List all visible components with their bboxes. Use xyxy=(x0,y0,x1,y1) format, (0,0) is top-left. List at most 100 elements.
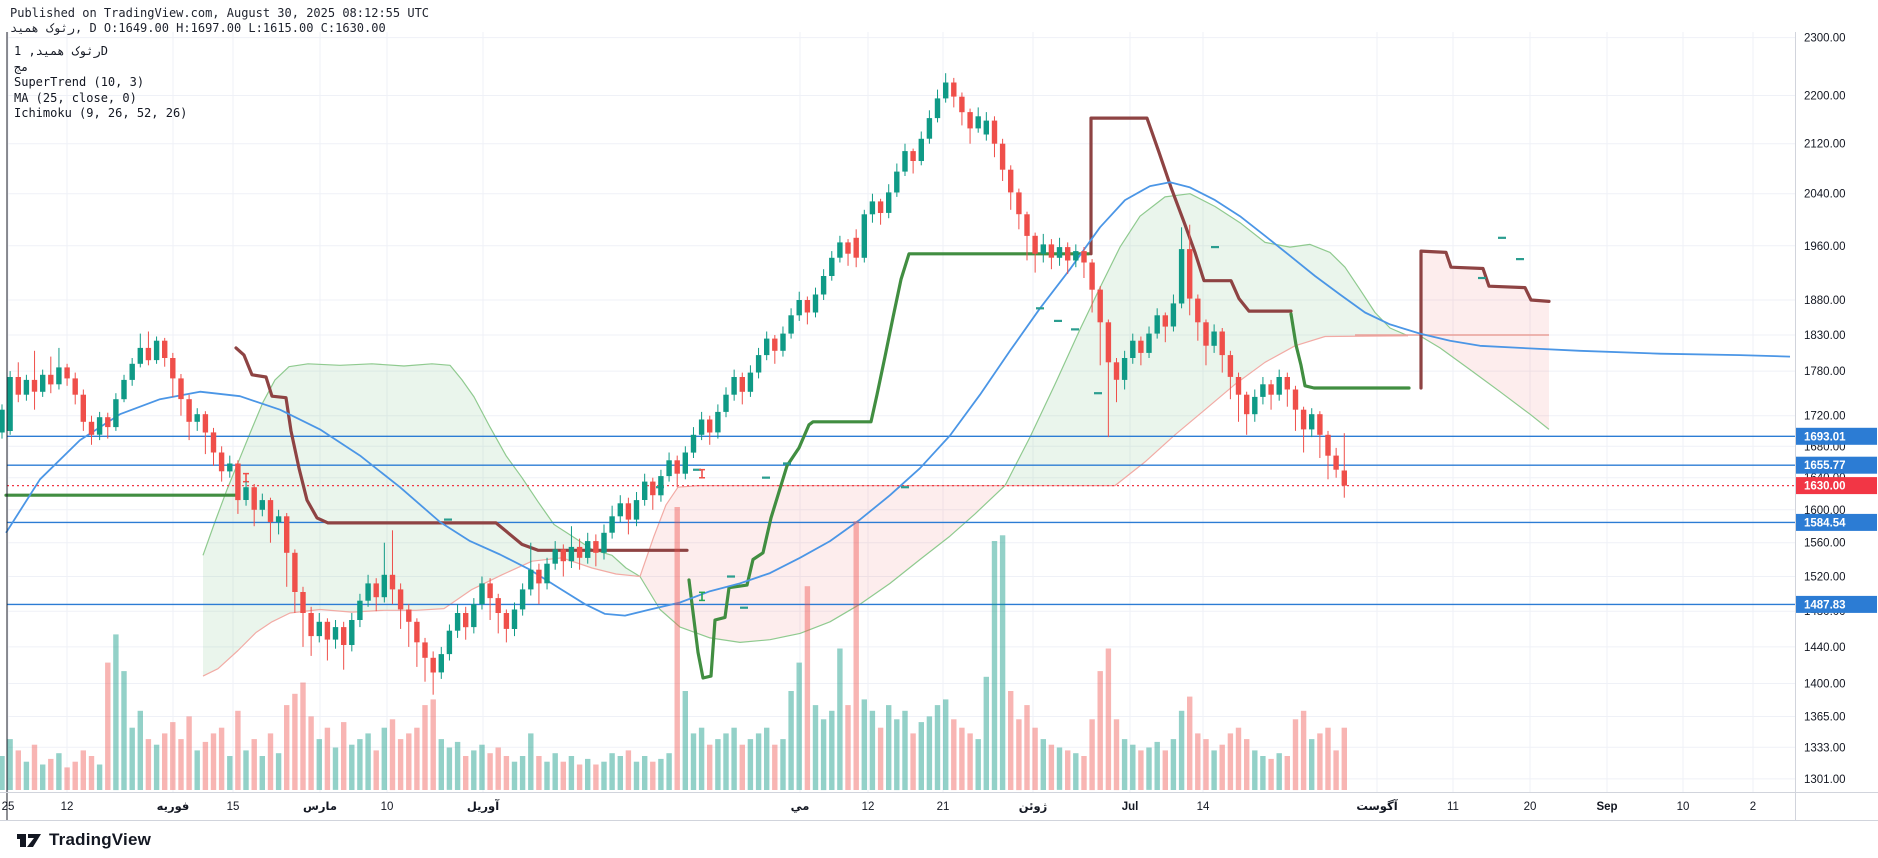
volume-bar xyxy=(381,727,387,790)
candle-body xyxy=(1056,247,1063,258)
candle-body xyxy=(715,411,721,433)
tick-mark xyxy=(444,518,452,521)
candle-body xyxy=(642,481,648,500)
candle-body xyxy=(503,613,510,629)
volume-bar xyxy=(991,541,998,790)
candle-body xyxy=(934,98,941,119)
time-axis-label: 10 xyxy=(1677,801,1690,813)
volume-bar xyxy=(487,753,493,790)
volume-bar xyxy=(829,710,835,790)
time-axis-label: 25 xyxy=(2,801,15,813)
volume-bar xyxy=(886,705,892,790)
volume-bar xyxy=(1235,727,1242,790)
candle-body xyxy=(601,532,607,553)
time-axis-label: 2 xyxy=(1750,801,1756,813)
candle-body xyxy=(902,151,908,172)
tick-mark xyxy=(901,486,909,489)
volume-bar xyxy=(194,750,200,790)
candle-body xyxy=(975,116,981,129)
candle-body xyxy=(1016,192,1022,215)
candle-body xyxy=(300,592,306,613)
candle-body xyxy=(666,460,672,477)
candle-body xyxy=(40,374,46,392)
price-tick-label: 1600.00 xyxy=(1804,505,1846,517)
candle-body xyxy=(1260,384,1266,397)
candle-body xyxy=(113,399,119,428)
volume-bar xyxy=(666,753,672,790)
volume-bar xyxy=(324,727,331,790)
price-tick-label: 2200.00 xyxy=(1804,91,1846,103)
senkou-line xyxy=(639,485,1005,577)
volume-bar xyxy=(894,719,900,791)
volume-bar xyxy=(877,727,884,790)
ichimoku-cloud xyxy=(203,363,640,677)
volume-bar xyxy=(48,758,54,790)
candle-body xyxy=(1081,251,1087,263)
tick-mark xyxy=(740,606,748,609)
candle-body xyxy=(365,583,371,601)
volume-bar xyxy=(300,682,306,790)
volume-bar xyxy=(593,764,599,790)
candle-body xyxy=(674,460,680,474)
volume-bar xyxy=(544,761,550,790)
volume-bar xyxy=(983,676,989,790)
candle-body xyxy=(1048,244,1055,258)
candle-body xyxy=(357,600,363,620)
volume-bar xyxy=(934,705,941,790)
volume-bar xyxy=(747,739,754,790)
volume-bar xyxy=(1121,739,1128,790)
candle-body xyxy=(1219,331,1225,356)
volume-bar xyxy=(251,739,257,790)
price-tick-label: 1560.00 xyxy=(1804,538,1846,550)
volume-bar xyxy=(145,739,152,790)
volume-bar xyxy=(1056,747,1063,790)
volume-bar xyxy=(7,739,13,790)
time-axis-label: مارس xyxy=(303,801,337,813)
candle-body xyxy=(650,481,656,496)
tick-mark xyxy=(1498,236,1506,239)
time-axis-label: 10 xyxy=(381,801,394,813)
candle-body xyxy=(202,414,209,433)
candle-body xyxy=(235,463,241,501)
candle-body xyxy=(332,627,339,640)
volume-bar xyxy=(341,722,347,790)
volume-bar xyxy=(869,710,876,790)
candle-body xyxy=(780,333,786,351)
candle-body xyxy=(723,394,729,412)
volume-bar xyxy=(967,733,973,790)
tradingview-wordmark: TradingView xyxy=(49,830,152,849)
volume-bar xyxy=(926,716,933,790)
volume-bar xyxy=(153,744,160,790)
candle-body xyxy=(796,300,802,316)
candle-body xyxy=(633,500,640,520)
volume-bar xyxy=(373,750,379,790)
time-axis-label: 11 xyxy=(1447,801,1459,813)
volume-bar xyxy=(820,719,827,791)
tradingview-logo[interactable]: TradingView xyxy=(16,829,151,851)
tick-mark xyxy=(783,462,791,465)
volume-bar xyxy=(129,727,135,790)
volume-bar xyxy=(552,753,558,790)
candle-body xyxy=(186,399,192,422)
time-axis-label: 12 xyxy=(61,801,74,813)
time-axis-label: ژوئن xyxy=(1019,801,1047,814)
candle-body xyxy=(80,394,86,422)
candle-body xyxy=(56,367,62,385)
candle-body xyxy=(951,82,957,97)
volume-bar xyxy=(755,733,762,790)
volume-bar xyxy=(422,705,428,790)
volume-bar xyxy=(1170,739,1177,790)
volume-bar xyxy=(536,756,542,790)
time-axis-label: مي xyxy=(791,801,810,813)
volume-bar xyxy=(1008,691,1014,790)
volume-bar xyxy=(625,750,632,790)
candle-body xyxy=(471,604,477,628)
volume-bar xyxy=(1105,648,1112,790)
volume-bar xyxy=(690,733,697,790)
candle-body xyxy=(316,621,322,637)
volume-bar xyxy=(731,727,737,790)
candle-body xyxy=(1284,377,1290,390)
volume-bar xyxy=(218,727,225,790)
volume-bar xyxy=(1292,719,1299,791)
